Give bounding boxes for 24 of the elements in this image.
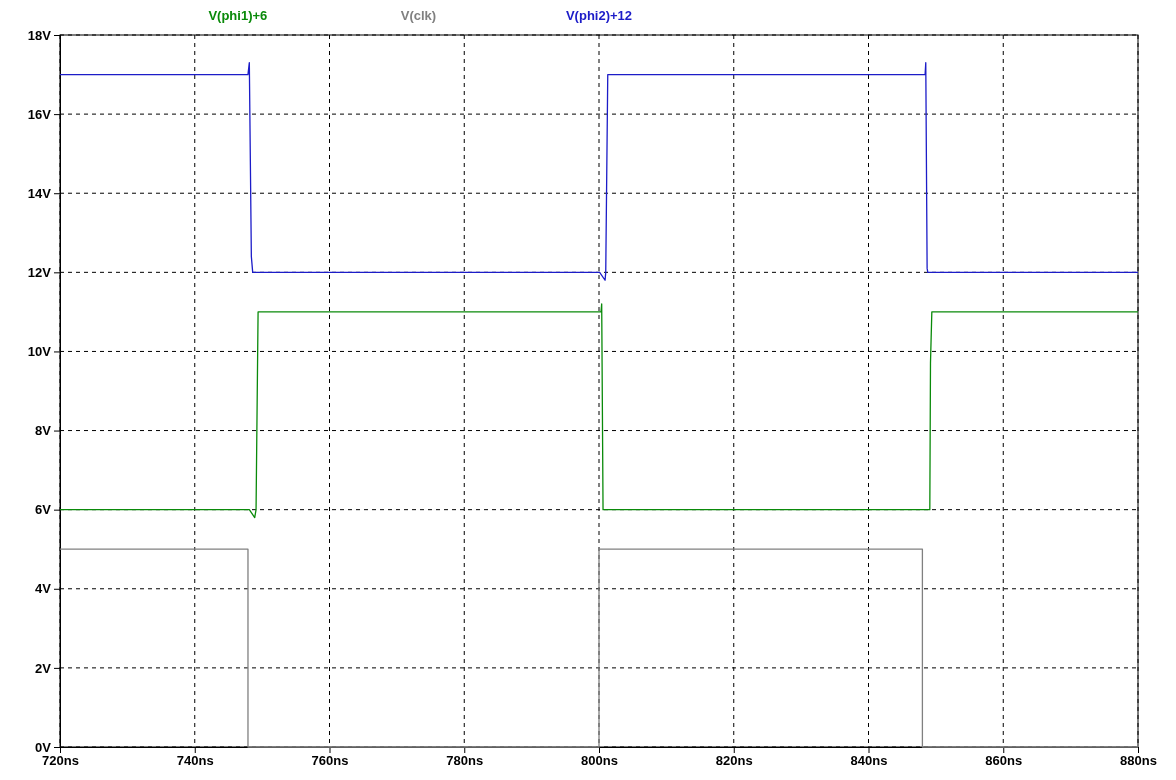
x-tick-label: 840ns <box>850 753 888 769</box>
text: V(phi1)+6 <box>208 8 268 23</box>
x-tick-label: 720ns <box>42 753 79 769</box>
x-tick-label: 740ns <box>176 753 214 769</box>
line-series <box>59 303 1139 519</box>
text: V(clk) <box>400 8 437 23</box>
x-tick-label: 860ns <box>985 753 1023 769</box>
y-tick-label: 10V <box>27 344 52 360</box>
x-tick-label: 820ns <box>715 753 753 769</box>
y-tick-label: 8V <box>35 423 52 439</box>
x-tick-label: 780ns <box>446 753 484 769</box>
y-tick-label: 6V <box>35 502 52 518</box>
y-tick-label: 2V <box>35 660 52 676</box>
text: V(phi2)+12 <box>565 8 633 23</box>
y-tick-label: 12V <box>27 264 52 280</box>
y-tick-label: 18V <box>27 27 52 43</box>
y-tick-label: 16V <box>27 106 52 122</box>
x-tick-label: 760ns <box>311 753 349 769</box>
line-series <box>59 62 1139 281</box>
x-tick-label: 880ns <box>1120 753 1157 769</box>
y-tick-label: 0V <box>35 739 52 755</box>
x-tick-label: 800ns <box>581 753 618 769</box>
y-tick-label: 4V <box>35 581 52 597</box>
y-tick-label: 14V <box>27 185 52 201</box>
